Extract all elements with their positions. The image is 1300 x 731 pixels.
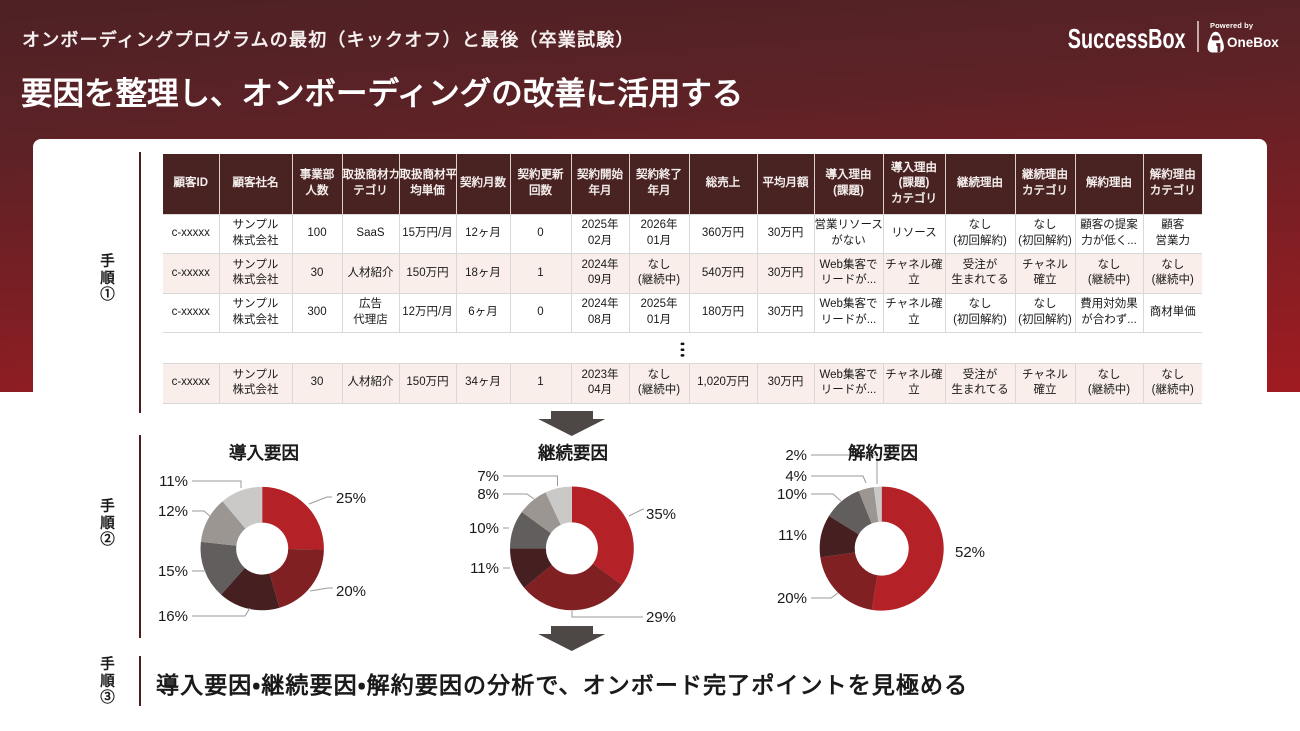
svg-text:導入要因: 導入要因 xyxy=(229,443,299,463)
svg-text:11%: 11% xyxy=(159,473,188,490)
svg-text:20%: 20% xyxy=(336,583,366,600)
svg-text:7%: 7% xyxy=(477,468,499,485)
svg-text:12%: 12% xyxy=(158,503,188,520)
svg-text:解約要因: 解約要因 xyxy=(848,443,918,463)
svg-text:4%: 4% xyxy=(785,468,807,485)
svg-text:2%: 2% xyxy=(785,447,807,464)
svg-text:15%: 15% xyxy=(158,563,188,580)
svg-text:10%: 10% xyxy=(469,520,499,537)
svg-text:16%: 16% xyxy=(158,608,188,625)
svg-text:継続要因: 継続要因 xyxy=(537,443,608,463)
svg-text:10%: 10% xyxy=(777,486,807,503)
svg-text:25%: 25% xyxy=(336,490,366,507)
svg-text:8%: 8% xyxy=(477,486,499,503)
svg-text:11%: 11% xyxy=(470,560,499,577)
svg-text:35%: 35% xyxy=(646,506,676,523)
svg-text:52%: 52% xyxy=(955,544,985,561)
svg-text:11%: 11% xyxy=(778,527,807,544)
svg-text:20%: 20% xyxy=(777,590,807,607)
svg-text:29%: 29% xyxy=(646,609,676,626)
